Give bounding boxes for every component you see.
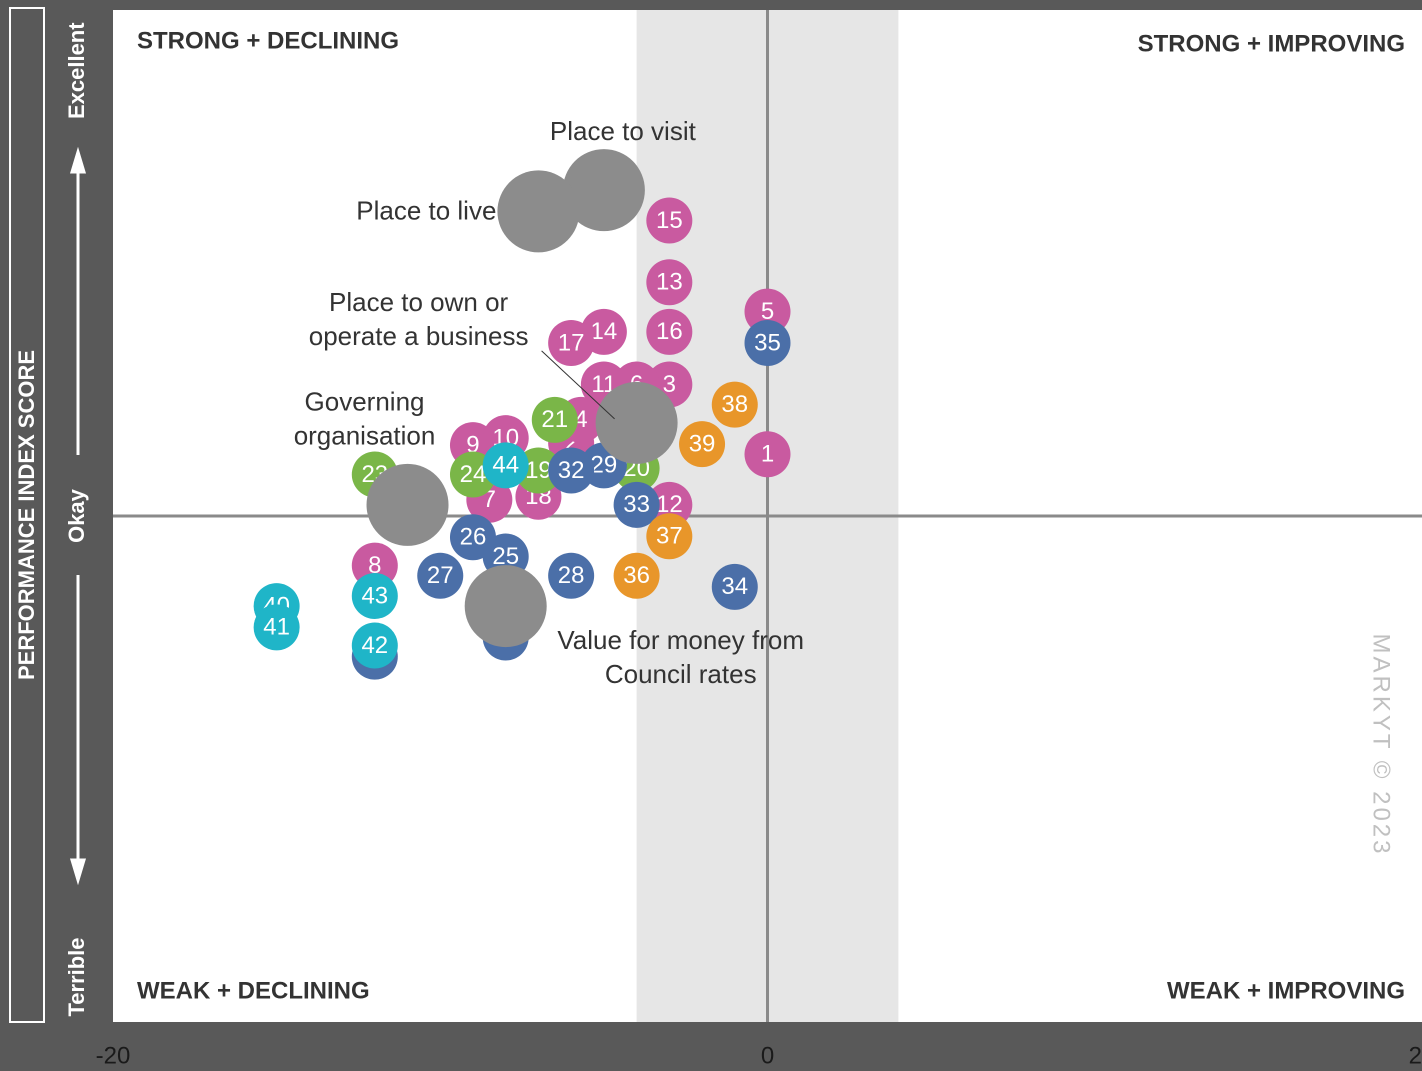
- bubble-label: 33: [623, 491, 650, 518]
- watermark: MARKYT © 2023: [1368, 634, 1395, 857]
- bubble: [744, 431, 791, 478]
- y-tick-label: Excellent: [64, 22, 89, 119]
- x-tick-label: -20: [96, 1042, 131, 1069]
- driver-bubble: [595, 381, 678, 464]
- bubble-label: 26: [460, 524, 487, 551]
- bubble: [646, 513, 693, 560]
- driver-label: Place to live: [356, 195, 496, 225]
- bubble-label: 8: [368, 552, 381, 579]
- bubble-label: 41: [263, 614, 290, 641]
- bubble: [646, 308, 693, 355]
- bubble-label: 5: [761, 298, 774, 325]
- bubble-label: 42: [361, 632, 388, 659]
- bubble: [482, 442, 529, 489]
- y-label-box: [9, 7, 45, 1023]
- x-tick-label: 0: [761, 1042, 774, 1069]
- bubble-label: 19: [525, 457, 552, 484]
- driver-label: Governing: [305, 387, 425, 417]
- bubble-label: 15: [656, 207, 683, 234]
- bubble-label: 28: [558, 562, 585, 589]
- leader-line: [541, 350, 615, 420]
- bubble: [711, 381, 758, 428]
- driver-label: operate a business: [309, 321, 529, 351]
- driver-bubble: [497, 170, 580, 253]
- bubble: [351, 622, 398, 669]
- bubble-label: 21: [541, 406, 568, 433]
- y-arrows: [69, 146, 87, 886]
- bubble: [351, 572, 398, 619]
- quadrant-label: STRONG + DECLINING: [137, 27, 399, 54]
- bubble-label: 39: [689, 430, 716, 457]
- bubble: [613, 481, 660, 528]
- bubble: [613, 552, 660, 599]
- bubble: [646, 259, 693, 306]
- driver-label: Value for money from: [557, 625, 804, 655]
- driver-label: Place to own or: [329, 287, 509, 317]
- bubble: [646, 197, 693, 244]
- bubble-label: 37: [656, 523, 683, 550]
- driver-label: Place to visit: [550, 116, 697, 146]
- bubble-label: 34: [721, 573, 748, 600]
- bubble-label: 43: [361, 582, 388, 609]
- driver-bubble: [366, 463, 449, 546]
- arrow-head-up: [69, 146, 87, 174]
- bubble: [744, 319, 791, 366]
- bubble-label: 16: [656, 318, 683, 345]
- bubble-label: 44: [492, 452, 519, 479]
- quadrant-label: STRONG + IMPROVING: [1138, 30, 1405, 57]
- driver-label: organisation: [294, 421, 436, 451]
- bubble-label: 1: [761, 441, 774, 468]
- y-tick-label: Terrible: [64, 937, 89, 1016]
- quadrant-label: WEAK + DECLINING: [137, 977, 370, 1004]
- arrow-head-down: [69, 858, 87, 886]
- quadrant-label: WEAK + IMPROVING: [1167, 977, 1405, 1004]
- bubble-label: 38: [721, 391, 748, 418]
- bubble-label: 13: [656, 269, 683, 296]
- bubble-label: 36: [623, 562, 650, 589]
- bubble-label: 35: [754, 329, 781, 356]
- bubble: [449, 514, 496, 561]
- bubble: [679, 421, 726, 468]
- bubble: [548, 319, 595, 366]
- driver-bubble: [562, 149, 645, 232]
- x-tick-label: 20: [1409, 1042, 1422, 1069]
- driver-bubble: [464, 565, 547, 648]
- y-tick-label: Okay: [64, 488, 89, 543]
- driver-label: Council rates: [605, 659, 757, 689]
- bubble-label: 17: [558, 329, 585, 356]
- bubble-label: 3: [663, 371, 676, 398]
- bubble: [711, 563, 758, 610]
- bubble: [531, 396, 578, 443]
- bubble-label: 27: [427, 562, 454, 589]
- bubble: [548, 447, 595, 494]
- bubble: [253, 604, 300, 651]
- bubble-label: 4: [574, 406, 587, 433]
- bubble: [548, 552, 595, 599]
- bubble-label: 32: [558, 457, 585, 484]
- bubble-label: 24: [460, 461, 487, 488]
- bubble: [417, 552, 464, 599]
- bubble-label: 14: [591, 318, 618, 345]
- y-axis-label: PERFORMANCE INDEX SCORE: [14, 350, 39, 680]
